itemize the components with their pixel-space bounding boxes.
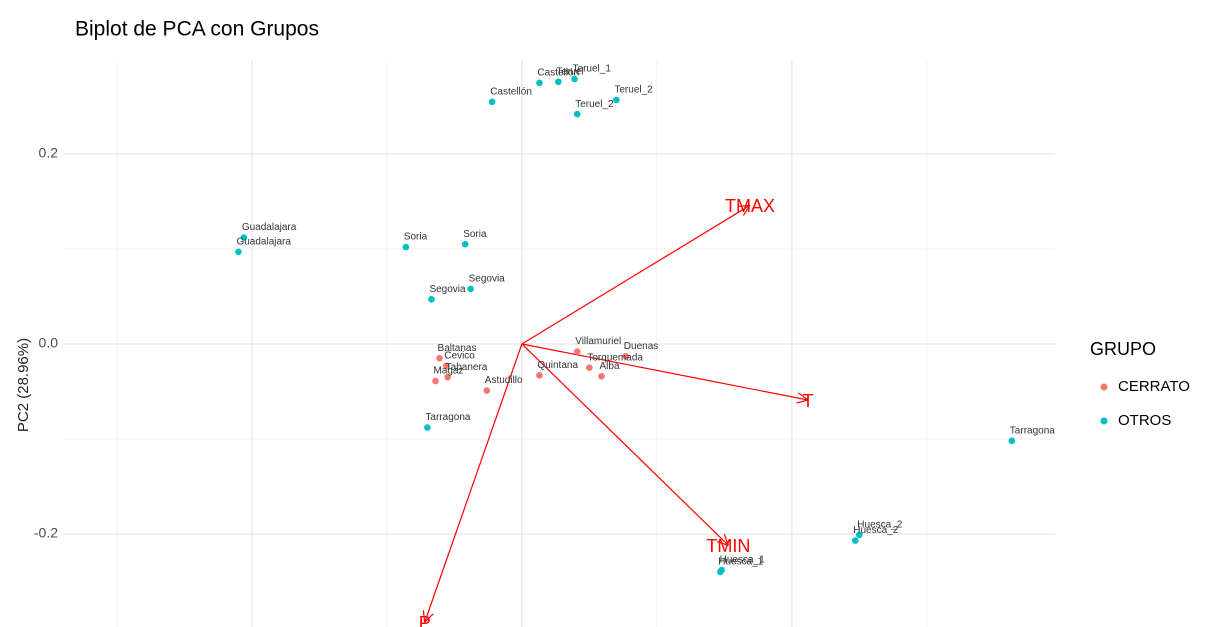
point-label: Soria: [404, 232, 428, 243]
point-label: Segovia: [469, 274, 506, 285]
loading-label: T: [803, 391, 814, 411]
point-label: Teruel_2: [614, 85, 653, 96]
point: [483, 387, 491, 394]
arrow-head: [422, 610, 426, 623]
loading-arrow: [521, 343, 729, 546]
loading-arrow: [521, 343, 809, 401]
legend-label: OTROS: [1118, 412, 1171, 429]
arrow-head: [716, 540, 729, 546]
point: [622, 353, 630, 360]
point-label: Guadalajara: [236, 236, 291, 247]
point-label: Villamuriel: [575, 336, 621, 347]
y-axis-label: PC2 (28.96%): [15, 338, 32, 432]
point: [235, 248, 242, 256]
point: [488, 98, 496, 106]
point: [851, 537, 859, 544]
point-label: Teruel: [556, 66, 583, 77]
point: [444, 373, 451, 381]
legend-marker: [1100, 383, 1108, 391]
y-tick-label: 0.0: [39, 335, 59, 351]
legend-title: GRUPO: [1090, 339, 1156, 359]
point: [586, 364, 593, 372]
point-label: Huesca_1: [720, 555, 765, 566]
point: [573, 110, 581, 118]
arrow-head: [424, 613, 434, 623]
arrow-head: [737, 204, 751, 208]
point: [598, 372, 605, 380]
point: [461, 240, 469, 248]
point: [1008, 437, 1016, 445]
point-label: Magaz: [434, 366, 464, 377]
point-label: Baltanas: [438, 343, 477, 354]
arrow-head: [798, 392, 809, 401]
point-label: Teruel_1: [573, 64, 612, 75]
legend-label: CERRATO: [1118, 378, 1190, 395]
point: [613, 96, 620, 104]
point-label: Huesca_1: [718, 557, 763, 568]
point: [573, 348, 581, 355]
loading-arrow: [424, 343, 523, 623]
point-label: Huesca_2: [857, 520, 902, 531]
point: [718, 566, 725, 574]
point-label: Tarragona: [425, 412, 470, 423]
point: [536, 79, 543, 87]
point-label: Duenas: [624, 341, 658, 352]
arrow-head: [723, 533, 729, 546]
point-label: Tarragona: [1010, 425, 1055, 436]
arrow-head: [796, 399, 809, 404]
point-label: Cevico: [444, 350, 475, 361]
point-label: Castellón: [537, 67, 579, 78]
point-label: Alba: [600, 361, 620, 372]
loading-arrow: [521, 204, 751, 345]
point-label: Teruel_2: [575, 99, 614, 110]
loading-label: TMIN: [706, 536, 750, 556]
point-label: Quintana: [537, 360, 578, 371]
arrow-head: [742, 204, 751, 216]
point: [536, 372, 543, 379]
point: [432, 377, 439, 385]
point: [467, 285, 474, 293]
y-tick-label: 0.2: [39, 145, 59, 161]
loading-label: TMAX: [725, 196, 775, 216]
legend-marker: [1100, 417, 1108, 425]
point-label: Astudillo: [485, 375, 523, 386]
point: [855, 531, 863, 539]
grid: [63, 60, 1055, 627]
chart-title: Biplot de PCA con Grupos: [75, 18, 319, 41]
point-label: Torquemada: [587, 352, 643, 363]
point: [428, 296, 435, 303]
loading-label: P: [419, 613, 431, 627]
y-tick-label: -0.2: [34, 525, 58, 541]
point-label: Guadalajara: [242, 222, 297, 233]
point-label: Segovia: [429, 284, 466, 295]
point-label: Huesca_2: [853, 525, 898, 536]
point-label: Tabanera: [446, 362, 488, 373]
point: [571, 75, 578, 83]
point: [443, 362, 450, 370]
point: [555, 78, 562, 86]
point-label: Soria: [463, 229, 487, 240]
point: [402, 243, 410, 251]
point-label: Castellón: [490, 86, 532, 97]
point: [240, 234, 248, 241]
point: [436, 354, 443, 362]
point: [424, 424, 431, 431]
